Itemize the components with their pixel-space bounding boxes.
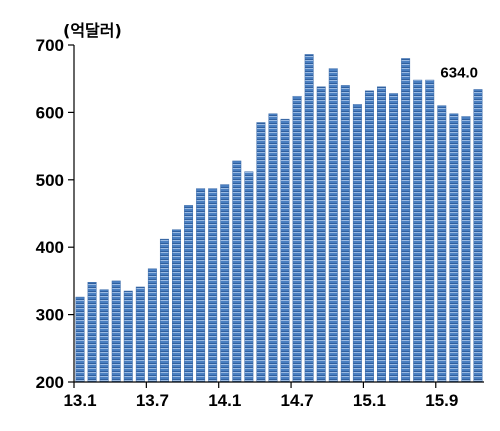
bar bbox=[244, 171, 254, 383]
bar bbox=[340, 85, 350, 383]
y-tick-label: 600 bbox=[36, 103, 64, 122]
bar bbox=[123, 290, 133, 383]
bar bbox=[437, 105, 447, 383]
bar bbox=[196, 188, 206, 383]
bar bbox=[425, 79, 435, 383]
data-label: 634.0 bbox=[440, 64, 478, 81]
x-tick-label: 15.9 bbox=[425, 391, 458, 410]
bar bbox=[316, 86, 326, 383]
x-tick-label: 14.1 bbox=[208, 391, 241, 410]
bar bbox=[304, 54, 314, 383]
bar bbox=[135, 286, 145, 383]
bar bbox=[268, 113, 278, 383]
bar bbox=[280, 118, 290, 383]
bar bbox=[159, 238, 169, 383]
x-axis: 13.1 13.7 14.1 14.7 15.1 15.9 bbox=[63, 381, 484, 410]
bar bbox=[352, 104, 362, 383]
bar bbox=[111, 280, 121, 383]
y-tick-label: 700 bbox=[36, 36, 64, 55]
bar bbox=[172, 229, 181, 383]
bar bbox=[208, 188, 218, 383]
bars bbox=[75, 54, 483, 383]
bar bbox=[232, 160, 242, 383]
bar bbox=[413, 79, 423, 383]
bar bbox=[473, 89, 483, 383]
bar bbox=[389, 93, 399, 383]
x-tick-label: 13.1 bbox=[63, 391, 96, 410]
x-tick-label: 14.7 bbox=[281, 391, 314, 410]
y-tick-label: 400 bbox=[36, 238, 64, 257]
bar bbox=[87, 281, 97, 383]
bar bbox=[220, 184, 230, 383]
x-tick-label: 15.1 bbox=[353, 391, 386, 410]
bar bbox=[328, 68, 338, 383]
unit-label: (억달러) bbox=[63, 21, 122, 40]
bar bbox=[292, 95, 302, 383]
bar bbox=[461, 116, 471, 383]
x-tick-label: 13.7 bbox=[136, 391, 169, 410]
bar bbox=[75, 296, 85, 383]
y-tick-label: 200 bbox=[36, 373, 64, 392]
bar bbox=[449, 113, 459, 383]
bar bbox=[377, 86, 386, 383]
bar bbox=[147, 268, 157, 383]
bar bbox=[256, 122, 266, 383]
bar bbox=[184, 205, 194, 383]
bar bbox=[99, 289, 109, 383]
y-tick-label: 300 bbox=[36, 306, 64, 325]
y-tick-label: 500 bbox=[36, 171, 64, 190]
y-axis: 200 300 400 500 600 700 bbox=[36, 36, 75, 392]
bar bbox=[401, 58, 411, 383]
bar bbox=[364, 90, 374, 383]
data-labels: 634.0 bbox=[440, 64, 478, 81]
